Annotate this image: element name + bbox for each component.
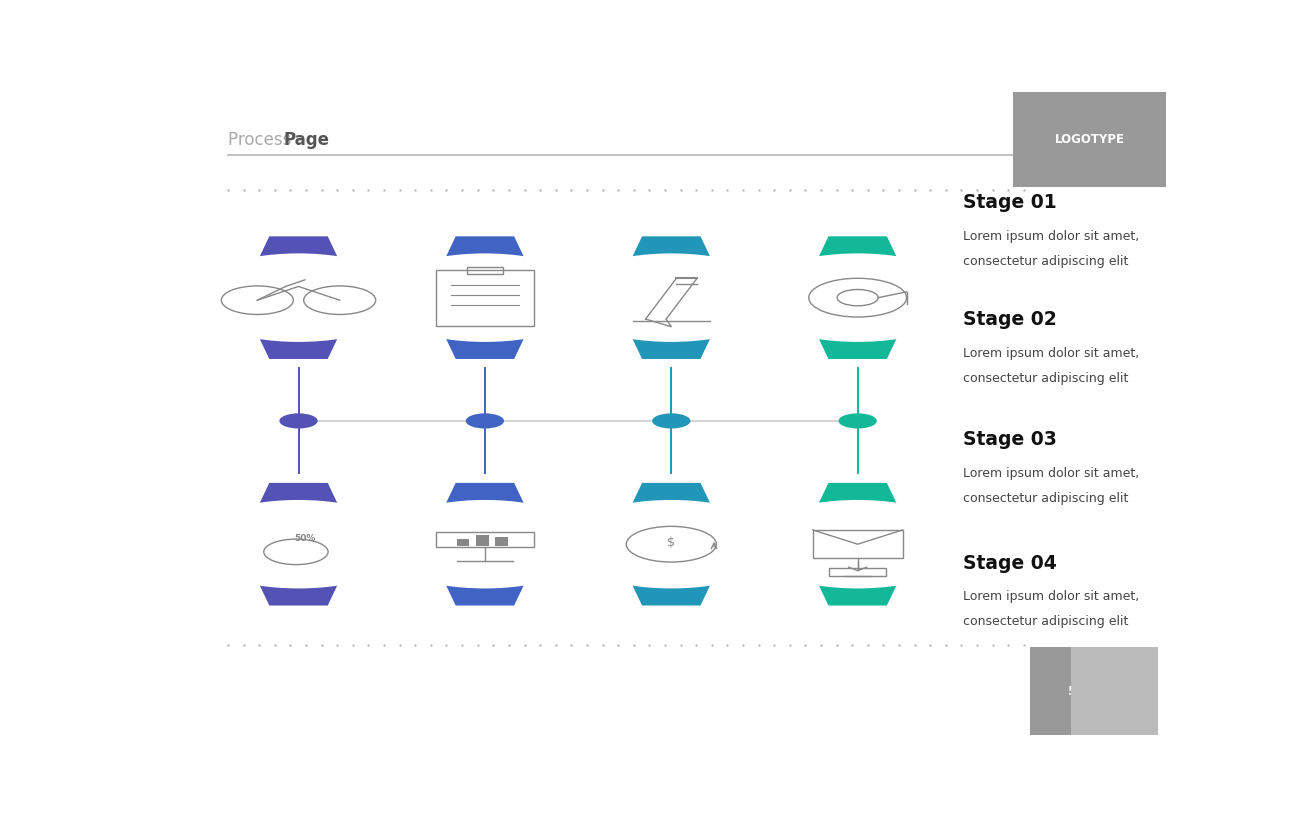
Text: consectetur adipiscing elit: consectetur adipiscing elit	[963, 615, 1128, 628]
Ellipse shape	[559, 254, 783, 342]
Polygon shape	[426, 236, 543, 359]
Text: Stage 04: Stage 04	[963, 553, 1057, 573]
Text: Lorem ipsum dolor sit amet,: Lorem ipsum dolor sit amet,	[963, 230, 1140, 243]
Ellipse shape	[187, 500, 411, 589]
Ellipse shape	[465, 413, 504, 429]
Text: LOGOTYPE: LOGOTYPE	[1054, 133, 1124, 146]
Text: Lorem ipsum dolor sit amet,: Lorem ipsum dolor sit amet,	[963, 590, 1140, 603]
Text: consectetur adipiscing elit: consectetur adipiscing elit	[963, 255, 1128, 268]
Bar	[436, 269, 534, 326]
Bar	[467, 267, 503, 273]
Ellipse shape	[559, 500, 783, 589]
Ellipse shape	[746, 500, 970, 589]
Bar	[812, 530, 902, 558]
Polygon shape	[612, 483, 729, 606]
Polygon shape	[426, 483, 543, 606]
Text: Process: Process	[227, 131, 296, 149]
Text: 50%: 50%	[294, 534, 316, 543]
Text: Page: Page	[283, 131, 329, 149]
Ellipse shape	[373, 500, 597, 589]
Bar	[436, 532, 534, 548]
Polygon shape	[800, 483, 916, 606]
Bar	[476, 535, 489, 546]
Ellipse shape	[187, 254, 411, 342]
Text: consectetur adipiscing elit: consectetur adipiscing elit	[963, 492, 1128, 505]
Bar	[495, 537, 508, 546]
Polygon shape	[800, 236, 916, 359]
Ellipse shape	[746, 254, 970, 342]
Ellipse shape	[280, 413, 317, 429]
Text: Stage 02: Stage 02	[963, 310, 1057, 329]
Bar	[456, 539, 469, 546]
Text: 50: 50	[1067, 685, 1086, 698]
Text: Lorem ipsum dolor sit amet,: Lorem ipsum dolor sit amet,	[963, 346, 1140, 360]
Text: $: $	[667, 536, 675, 549]
Text: Lorem ipsum dolor sit amet,: Lorem ipsum dolor sit amet,	[963, 466, 1140, 479]
Text: Stage 03: Stage 03	[963, 430, 1057, 449]
Text: consectetur adipiscing elit: consectetur adipiscing elit	[963, 372, 1128, 385]
Ellipse shape	[653, 413, 690, 429]
Ellipse shape	[373, 254, 597, 342]
Polygon shape	[612, 236, 729, 359]
Polygon shape	[240, 483, 358, 606]
Ellipse shape	[838, 413, 876, 429]
Bar	[829, 568, 887, 576]
Polygon shape	[240, 236, 358, 359]
Text: Stage 01: Stage 01	[963, 193, 1057, 213]
